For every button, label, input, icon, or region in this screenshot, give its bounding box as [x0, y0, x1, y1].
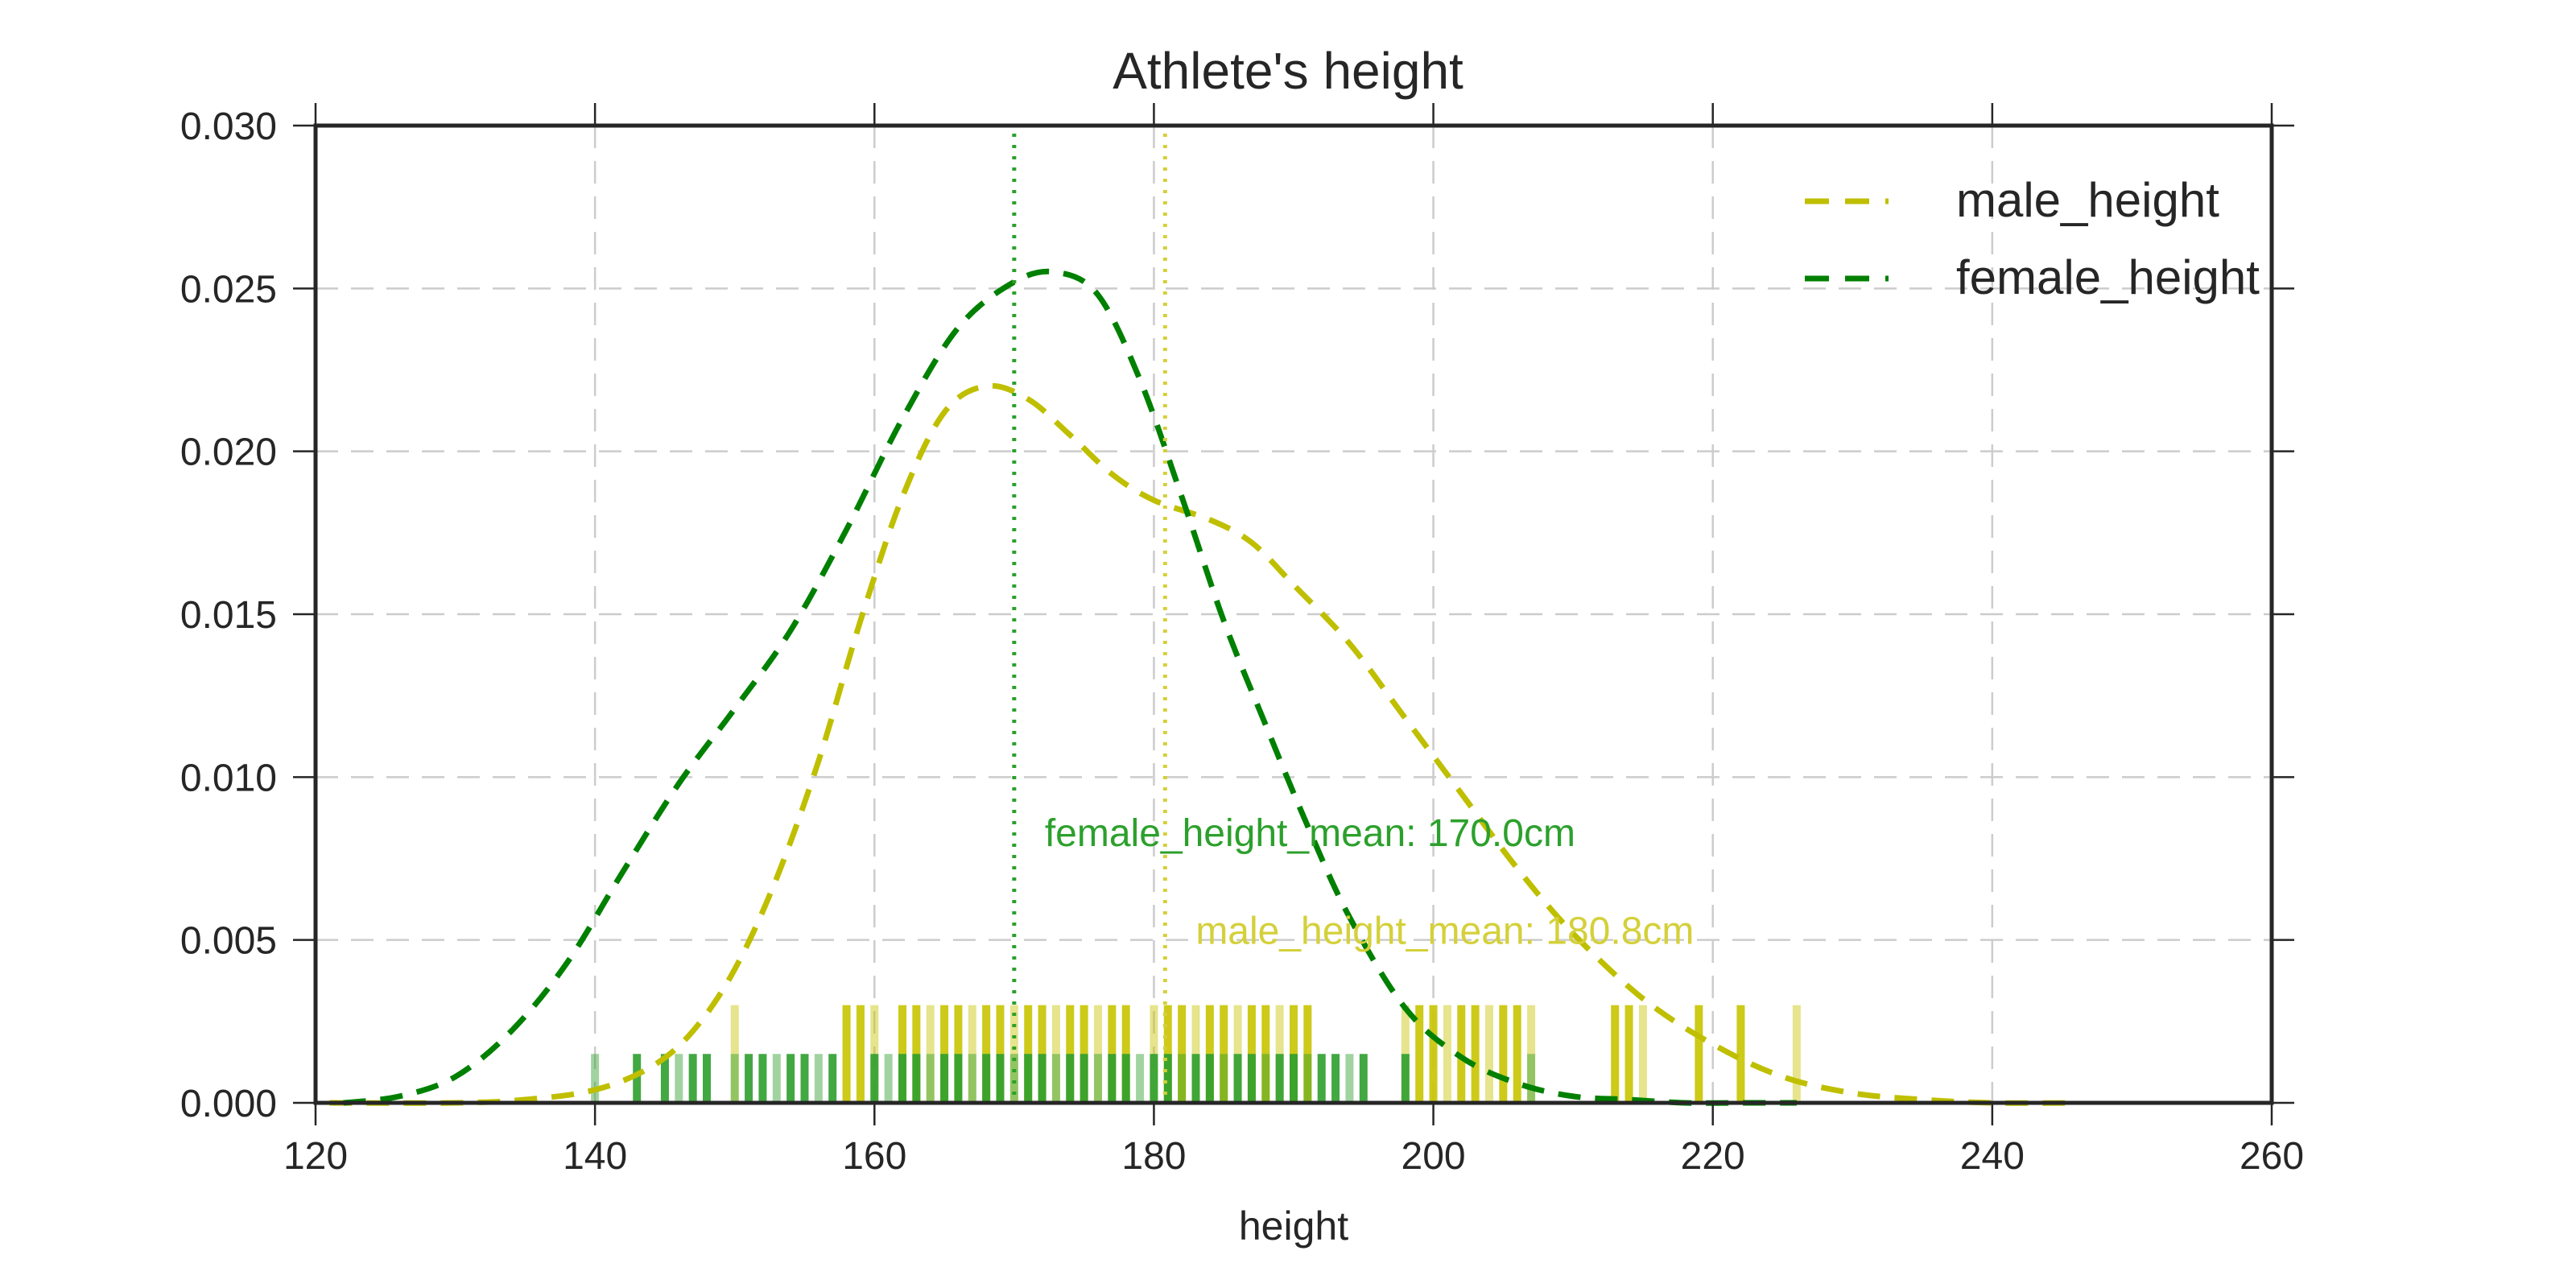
y-tick-label: 0.000 — [180, 1083, 277, 1125]
x-tick-label: 200 — [1402, 1135, 1466, 1178]
series-line-male-height — [329, 382, 2077, 1106]
chart-title: Athlete's height — [1113, 42, 1463, 100]
rug-marks — [591, 1005, 1801, 1103]
legend-label-female-height: female_height — [1956, 250, 2260, 304]
x-tick-label: 220 — [1681, 1135, 1745, 1178]
x-tick-label: 120 — [283, 1135, 348, 1178]
y-tick-label: 0.010 — [180, 757, 277, 799]
grid — [316, 126, 2272, 1103]
series-lines — [329, 268, 2077, 1106]
y-tick-label: 0.005 — [180, 920, 277, 963]
x-tick-label: 180 — [1121, 1135, 1186, 1178]
y-tick-label: 0.025 — [180, 268, 277, 311]
mean-annotation-female-height: female_height_mean: 170.0cm — [1045, 812, 1575, 855]
mean-annotation-male-height: male_height_mean: 180.8cm — [1195, 910, 1694, 953]
series-line-female-height — [343, 268, 1797, 1106]
legend-label-male-height: male_height — [1956, 173, 2219, 227]
y-tick-label: 0.015 — [180, 594, 277, 637]
y-tick-label: 0.030 — [180, 105, 277, 148]
mean-lines: female_height_mean: 170.0cm male_height_m… — [1012, 134, 1694, 1103]
ticks: 120 140 160 180 200 220 240 260 0.000 0.005 0.010 0… — [180, 103, 2304, 1178]
legend: male_height female_height — [1805, 173, 2260, 304]
x-tick-label: 160 — [842, 1135, 906, 1178]
x-axis-title: height — [1239, 1203, 1348, 1249]
x-tick-label: 260 — [2240, 1135, 2304, 1178]
y-tick-label: 0.020 — [180, 431, 277, 474]
x-tick-label: 240 — [1960, 1135, 2025, 1178]
x-tick-label: 140 — [563, 1135, 627, 1178]
